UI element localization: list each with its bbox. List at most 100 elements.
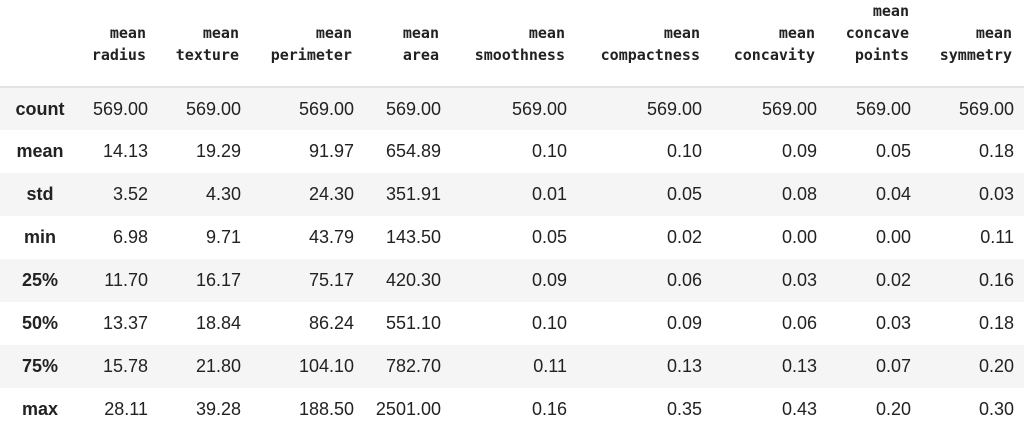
table-cell: 18.84: [195, 313, 241, 333]
table-cell: 0.30: [978, 399, 1014, 419]
table-cell: 6.98: [112, 227, 148, 247]
table-cell: 2501.00: [375, 399, 441, 419]
column-header-mean-perimeter: mean perimeter: [251, 0, 364, 87]
table-cell: 0.05: [666, 184, 702, 204]
table-cell: 0.11: [980, 227, 1014, 247]
column-header-mean-texture: mean texture: [158, 0, 251, 87]
table-cell: 0.05: [531, 227, 567, 247]
table-cell: 0.05: [875, 141, 911, 161]
table-row: std 3.52 4.30 24.30 351.91 0.01 0.05 0.08 0.04 0.…: [0, 173, 1024, 216]
column-header-mean-compactness: mean compactness: [577, 0, 712, 87]
table-cell: 0.10: [531, 313, 567, 333]
table-cell: 569.00: [712, 86, 827, 130]
table-cell: 13.37: [102, 313, 148, 333]
table-cell: 569.00: [451, 86, 577, 130]
row-index-label: 75%: [21, 356, 59, 376]
table-cell: 0.18: [978, 141, 1014, 161]
column-header-mean-concavity: mean concavity: [712, 0, 827, 87]
table-cell: 569.00: [827, 86, 921, 130]
table-cell: 0.18: [978, 313, 1014, 333]
table-cell: 24.30: [308, 184, 354, 204]
table-cell: 0.10: [531, 141, 567, 161]
table-row: count 569.00 569.00 569.00 569.00 569.00 569.0…: [0, 86, 1024, 130]
table-row: mean 14.13 19.29 91.97 654.89 0.10 0.10 0.09 0.0…: [0, 130, 1024, 173]
table-cell: 4.30: [205, 184, 241, 204]
table-cell: 0.00: [875, 227, 911, 247]
table-cell: 0.06: [666, 270, 702, 290]
table-cell: 39.28: [195, 399, 241, 419]
header-row: mean radius mean texture mean perimeter …: [0, 0, 1024, 87]
table-cell: 782.70: [385, 356, 441, 376]
table-row: min 6.98 9.71 43.79 143.50 0.05 0.02 0.00 0.00 0.…: [0, 216, 1024, 259]
table-cell: 0.16: [978, 270, 1014, 290]
table-cell: 9.71: [205, 227, 241, 247]
table-cell: 569.00: [921, 86, 1024, 130]
table-row: max 28.11 39.28 188.50 2501.00 0.16 0.35 0.43 0.…: [0, 388, 1024, 431]
table-cell: 21.80: [195, 356, 241, 376]
table-cell: 569.00: [577, 86, 712, 130]
table-cell: 0.04: [875, 184, 911, 204]
table-cell: 16.17: [195, 270, 241, 290]
table-cell: 0.11: [533, 356, 567, 376]
table-cell: 0.16: [531, 399, 567, 419]
table-cell: 569.00: [364, 86, 451, 130]
table-cell: 0.09: [531, 270, 567, 290]
row-index-label: 50%: [21, 313, 59, 333]
table-cell: 0.07: [875, 356, 911, 376]
table-cell: 91.97: [308, 141, 354, 161]
table-cell: 569.00: [158, 86, 251, 130]
column-header-mean-symmetry: mean symmetry: [921, 0, 1024, 87]
table-cell: 28.11: [104, 399, 148, 419]
table-cell: 0.03: [781, 270, 817, 290]
table-cell: 19.29: [195, 141, 241, 161]
row-index-label: count: [0, 86, 80, 130]
table-cell: 0.20: [978, 356, 1014, 376]
table-row: 50% 13.37 18.84 86.24 551.10 0.10 0.09 0.06 0.03…: [0, 302, 1024, 345]
table-cell: 0.09: [666, 313, 702, 333]
table-body: count 569.00 569.00 569.00 569.00 569.00 569.0…: [0, 86, 1024, 431]
column-header-mean-smoothness: mean smoothness: [451, 0, 577, 87]
table-cell: 351.91: [385, 184, 441, 204]
table-cell: 104.10: [298, 356, 354, 376]
table-cell: 0.08: [781, 184, 817, 204]
column-header-mean-area: mean area: [364, 0, 451, 87]
table-cell: 0.13: [781, 356, 817, 376]
index-header-corner: [0, 0, 80, 87]
table-cell: 0.13: [666, 356, 702, 376]
table-cell: 0.10: [666, 141, 702, 161]
table-cell: 420.30: [385, 270, 441, 290]
table-cell: 0.35: [666, 399, 702, 419]
row-index-label: min: [23, 227, 56, 247]
table-cell: 43.79: [308, 227, 354, 247]
table-cell: 0.20: [875, 399, 911, 419]
table-cell: 0.06: [781, 313, 817, 333]
table-row: 75% 15.78 21.80 104.10 782.70 0.11 0.13 0.13 0.0…: [0, 345, 1024, 388]
table-cell: 0.00: [781, 227, 817, 247]
table-cell: 0.43: [781, 399, 817, 419]
table-cell: 3.52: [112, 184, 148, 204]
table-cell: 0.03: [978, 184, 1014, 204]
table-cell: 0.03: [875, 313, 911, 333]
row-index-label: 25%: [21, 270, 59, 290]
table-cell: 0.02: [666, 227, 702, 247]
row-index-label: std: [26, 184, 54, 204]
table-cell: 0.01: [531, 184, 567, 204]
table-cell: 569.00: [251, 86, 364, 130]
table-cell: 551.10: [385, 313, 441, 333]
table-cell: 0.09: [781, 141, 817, 161]
table-cell: 188.50: [298, 399, 354, 419]
table-cell: 86.24: [308, 313, 354, 333]
table-cell: 654.89: [385, 141, 441, 161]
table-cell: 569.00: [80, 86, 158, 130]
column-header-mean-concave-points: mean concave points: [827, 0, 921, 87]
table-cell: 75.17: [308, 270, 354, 290]
table-cell: 143.50: [385, 227, 441, 247]
table-cell: 14.13: [102, 141, 148, 161]
column-header-mean-radius: mean radius: [80, 0, 158, 87]
row-index-label: max: [21, 399, 59, 419]
table-cell: 15.78: [102, 356, 148, 376]
table-cell: 0.02: [875, 270, 911, 290]
row-index-label: mean: [16, 141, 64, 161]
table-row: 25% 11.70 16.17 75.17 420.30 0.09 0.06 0.03 0.02…: [0, 259, 1024, 302]
